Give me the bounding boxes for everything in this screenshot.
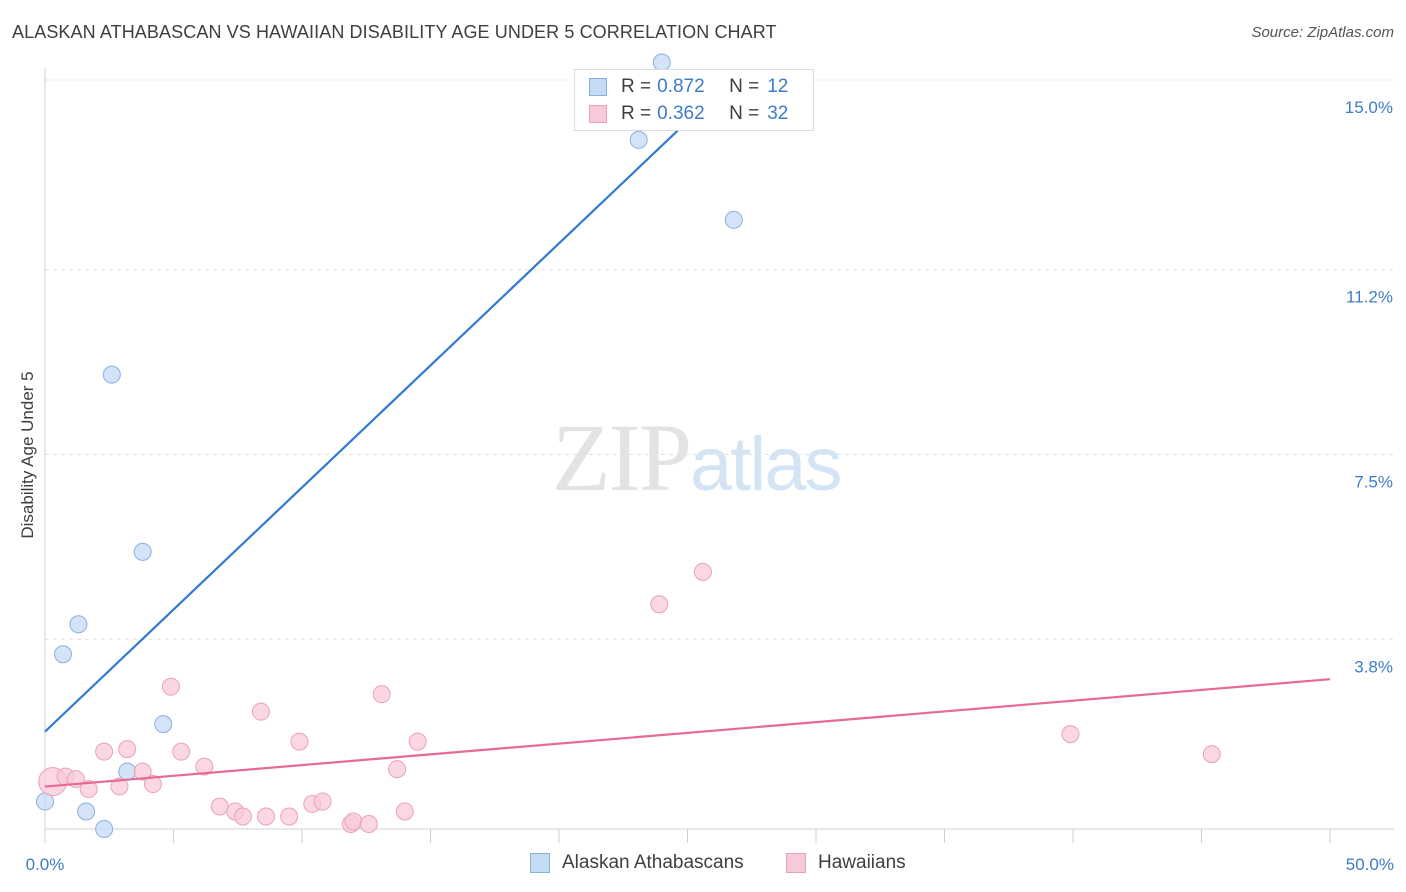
y-tick-label: 3.8% bbox=[1354, 657, 1393, 676]
hawaiian-point bbox=[650, 595, 669, 614]
y-axis-label: Disability Age Under 5 bbox=[18, 371, 37, 539]
legend-row-hawaiian: R = 0.362 N = 32 bbox=[589, 102, 788, 126]
y-tick-label: 15.0% bbox=[1345, 98, 1393, 117]
series-name: Alaskan Athabascans bbox=[562, 852, 744, 873]
hawaiian-point bbox=[395, 802, 414, 821]
alaskan-point bbox=[53, 645, 72, 664]
legend-r-value: 0.362 bbox=[657, 103, 705, 124]
alaskan-point bbox=[133, 542, 152, 561]
hawaiian-point bbox=[233, 807, 252, 826]
hawaiian-point bbox=[251, 702, 270, 721]
hawaiian-point bbox=[118, 740, 137, 759]
y-tick-label: 7.5% bbox=[1354, 473, 1393, 492]
chart-title: ALASKAN ATHABASCAN VS HAWAIIAN DISABILIT… bbox=[12, 22, 777, 42]
hawaiian-point bbox=[280, 807, 299, 826]
hawaiian-point bbox=[313, 792, 332, 811]
legend-n-label: N = bbox=[729, 76, 760, 97]
alaskan-point bbox=[154, 715, 173, 734]
alaskan-trend-line bbox=[44, 69, 743, 733]
hawaiian-point bbox=[79, 780, 98, 799]
hawaiian-point bbox=[172, 742, 191, 761]
alaskan-point bbox=[118, 762, 137, 781]
legend-r-value: 0.872 bbox=[657, 76, 705, 97]
series-legend-alaskan: Alaskan Athabascans bbox=[530, 852, 744, 874]
legend-n-label: N = bbox=[729, 103, 760, 124]
stats-legend: R = 0.872 N = 12 R = 0.362 N = 32 bbox=[574, 69, 814, 131]
alaskan-point bbox=[629, 130, 648, 149]
hawaiian-point bbox=[161, 677, 180, 696]
hawaiian-point bbox=[210, 797, 229, 816]
legend-swatch-pink bbox=[589, 105, 607, 123]
hawaiian-point bbox=[372, 685, 391, 704]
hawaiian-point bbox=[1202, 745, 1221, 764]
legend-r-label: R = bbox=[621, 76, 652, 97]
series-swatch-blue bbox=[530, 853, 550, 873]
hawaiian-point bbox=[693, 562, 712, 581]
x-tick-label: 50.0% bbox=[1346, 855, 1394, 874]
hawaiian-point bbox=[257, 807, 276, 826]
legend-n-value: 12 bbox=[767, 76, 789, 97]
hawaiian-point bbox=[344, 812, 363, 831]
alaskan-point bbox=[102, 365, 121, 384]
series-legend-hawaiian: Hawaiians bbox=[786, 852, 906, 874]
hawaiian-trend-line bbox=[44, 678, 1331, 788]
hawaiian-point bbox=[408, 732, 427, 751]
hawaiian-point bbox=[95, 742, 114, 761]
hawaiian-point bbox=[359, 815, 378, 834]
hawaiian-point bbox=[1061, 725, 1080, 744]
hawaiian-point bbox=[143, 775, 162, 794]
series-swatch-pink bbox=[786, 853, 806, 873]
alaskan-point bbox=[69, 615, 88, 634]
x-tick-label: 0.0% bbox=[26, 855, 65, 874]
alaskan-point bbox=[77, 802, 96, 821]
hawaiian-point bbox=[388, 760, 407, 779]
hawaiian-point bbox=[133, 762, 152, 781]
hawaiian-point bbox=[110, 777, 129, 796]
source-label: Source: ZipAtlas.com bbox=[1251, 24, 1394, 41]
alaskan-point bbox=[95, 820, 114, 838]
legend-row-alaskan: R = 0.872 N = 12 bbox=[589, 75, 788, 99]
series-name: Hawaiians bbox=[818, 852, 906, 873]
legend-r-label: R = bbox=[621, 103, 652, 124]
y-tick-label: 11.2% bbox=[1346, 288, 1393, 307]
hawaiian-point bbox=[195, 757, 214, 776]
legend-swatch-blue bbox=[589, 78, 607, 96]
hawaiian-point bbox=[290, 732, 309, 751]
alaskan-point bbox=[724, 210, 743, 229]
legend-n-value: 32 bbox=[767, 103, 789, 124]
